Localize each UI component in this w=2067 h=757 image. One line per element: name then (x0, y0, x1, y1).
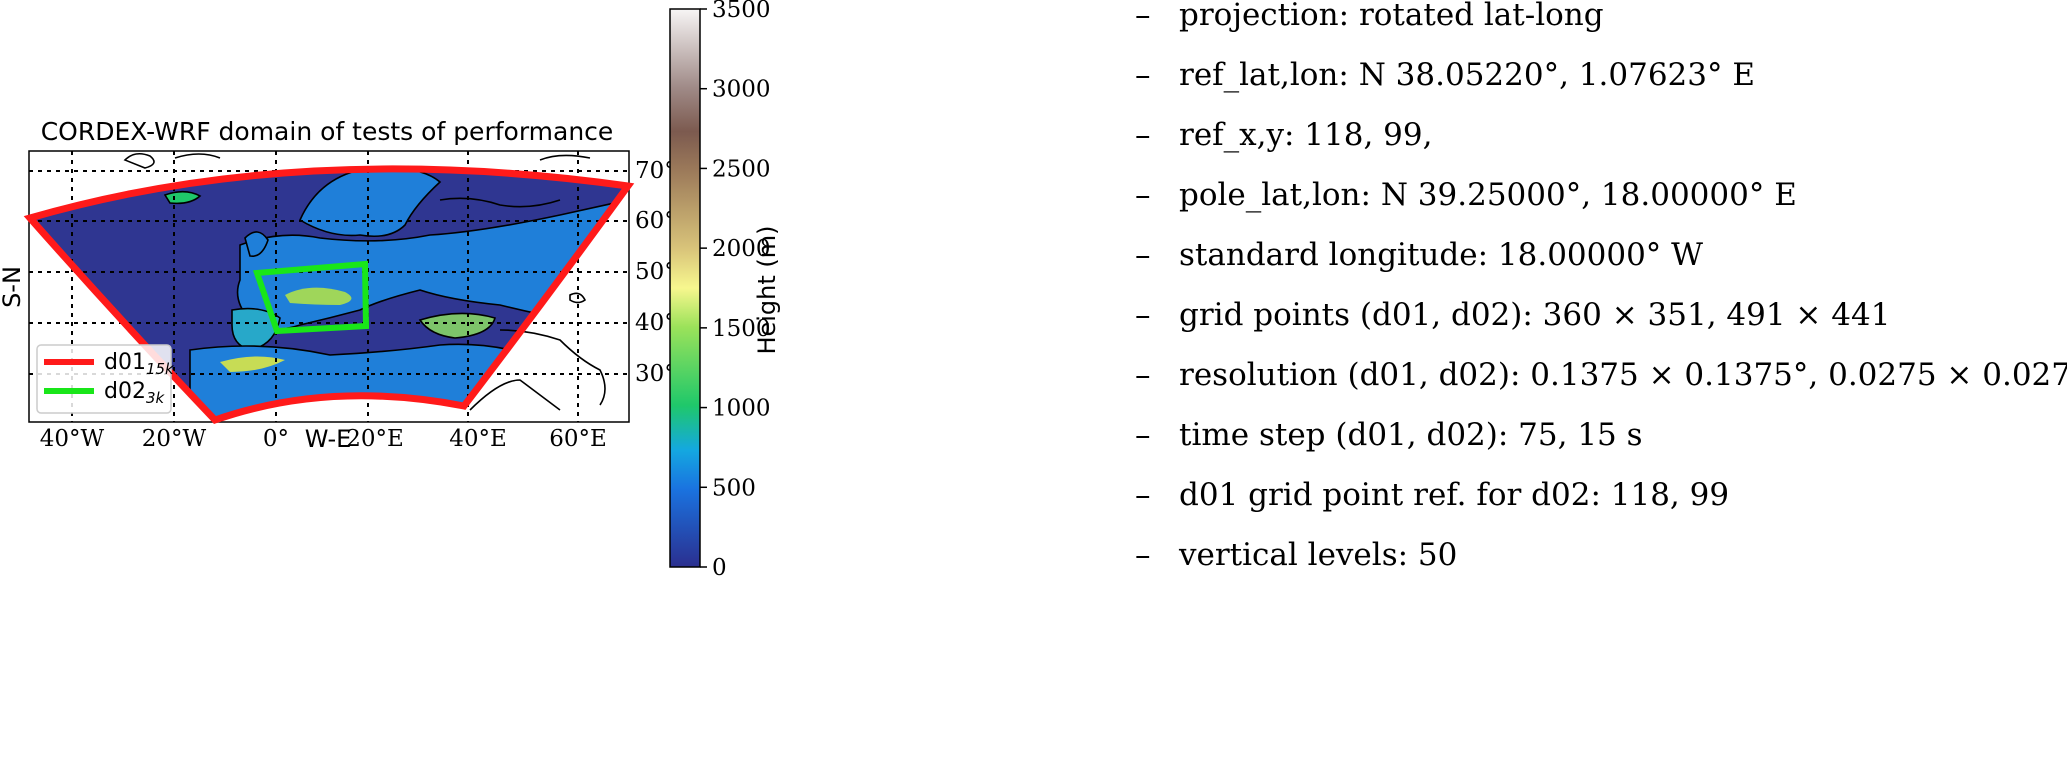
spec-item: – pole_lat,lon: N 39.25000°, 18.00000° E (1135, 175, 1797, 215)
spec-key: pole_lat,lon: (1179, 177, 1371, 213)
spec-item: – vertical levels: 50 (1135, 535, 1457, 575)
legend-label-d01: d0115k (104, 350, 175, 378)
d02-domain-outline (252, 260, 370, 335)
spec-value: rotated lat-long (1358, 0, 1604, 33)
lat-tick-label: 30° (635, 361, 676, 387)
lat-tick-label: 60° (635, 208, 676, 234)
land-british-isles (244, 231, 269, 257)
bullet-dash: – (1135, 417, 1151, 453)
lon-tick-label: 20°E (346, 426, 404, 452)
spec-value: 118, 99 (1610, 477, 1730, 513)
spec-value: N 39.25000°, 18.00000° E (1380, 177, 1797, 213)
colorbar-tick-label: 0 (712, 555, 727, 581)
spec-item: – ref_x,y: 118, 99, (1135, 115, 1432, 155)
lon-tick-label: 40°W (40, 426, 105, 452)
colorbar-tick-label: 2000 (712, 236, 771, 262)
bullet-dash: – (1135, 0, 1151, 33)
spec-key: ref_x,y: (1179, 117, 1295, 153)
spec-item: – ref_lat,lon: N 38.05220°, 1.07623° E (1135, 55, 1755, 95)
spec-value: 360 × 351, 491 × 441 (1542, 297, 1891, 333)
spec-item: – resolution (d01, d02): 0.1375 × 0.1375°… (1135, 355, 2067, 395)
bullet-dash: – (1135, 237, 1151, 273)
spec-value: 75, 15 s (1518, 417, 1643, 453)
lon-tick-label: 40°E (449, 426, 507, 452)
spec-key: resolution (d01, d02): (1179, 357, 1521, 393)
bullet-dash: – (1135, 297, 1151, 333)
colorbar-tick-label: 2500 (712, 156, 771, 182)
spec-key: vertical levels: (1179, 537, 1409, 573)
bullet-dash: – (1135, 537, 1151, 573)
colorbar-tick-label: 1500 (712, 316, 771, 342)
bullet-dash: – (1135, 57, 1151, 93)
colorbar-tick-label: 3500 (712, 0, 771, 23)
spec-item: – standard longitude: 18.00000° W (1135, 235, 1703, 275)
colorbar-ticks: 0 500 1000 1500 2000 2500 3000 3500 (700, 0, 771, 581)
spec-key: time step (d01, d02): (1179, 417, 1509, 453)
lat-tick-label: 40° (635, 310, 676, 336)
spec-item: – d01 grid point ref. for d02: 118, 99 (1135, 475, 1729, 515)
spec-value: 118, 99, (1304, 117, 1433, 153)
bullet-dash: – (1135, 477, 1151, 513)
legend-label-d02: d023k (104, 379, 166, 407)
spec-key: standard longitude: (1179, 237, 1489, 273)
colorbar-gradient (669, 8, 701, 568)
land-atlas (220, 356, 285, 372)
map-figure: CORDEX-WRF domain of tests of performanc… (0, 0, 781, 581)
spec-item: – time step (d01, d02): 75, 15 s (1135, 415, 1643, 455)
spec-key: ref_lat,lon: (1179, 57, 1349, 93)
lat-tick-label: 50° (635, 259, 676, 285)
colorbar-label: Height (m) (753, 225, 781, 354)
land-iberia (231, 307, 281, 351)
spec-key: grid points (d01, d02): (1179, 297, 1533, 333)
bullet-dash: – (1135, 117, 1151, 153)
spec-key: d01 grid point ref. for d02: (1179, 477, 1601, 513)
map-legend: d0115k d023k (36, 344, 175, 414)
land-turkey (418, 312, 496, 339)
colorbar-tick-label: 1000 (712, 396, 771, 422)
land-iceland (163, 190, 202, 205)
lon-tick-label: 20°W (142, 426, 207, 452)
spec-value: 50 (1417, 537, 1458, 573)
bullet-dash: – (1135, 357, 1151, 393)
bullet-dash: – (1135, 177, 1151, 213)
colorbar: 0 500 1000 1500 2000 2500 3000 3500 Height (m) (669, 0, 781, 581)
spec-value: 18.00000° W (1497, 237, 1704, 273)
y-axis-label: S-N (0, 266, 26, 308)
x-axis-label: W-E (305, 425, 352, 453)
lon-tick-label: 0° (263, 426, 289, 452)
spec-item: – projection: rotated lat-long (1135, 0, 1604, 35)
spec-item: – grid points (d01, d02): 360 × 351, 491 … (1135, 295, 1890, 335)
spec-value: 0.1375 × 0.1375°, 0.0275 × 0.0275° (1530, 357, 2067, 393)
coastlines-outside (123, 152, 606, 411)
spec-value: N 38.05220°, 1.07623° E (1358, 57, 1755, 93)
land-alps (285, 287, 352, 305)
lat-tick-label: 70° (635, 158, 676, 184)
colorbar-tick-label: 3000 (712, 77, 771, 103)
map-title: CORDEX-WRF domain of tests of performanc… (41, 117, 614, 146)
colorbar-tick-label: 500 (712, 475, 756, 501)
lon-tick-label: 60°E (549, 426, 607, 452)
spec-key: projection: (1179, 0, 1350, 33)
